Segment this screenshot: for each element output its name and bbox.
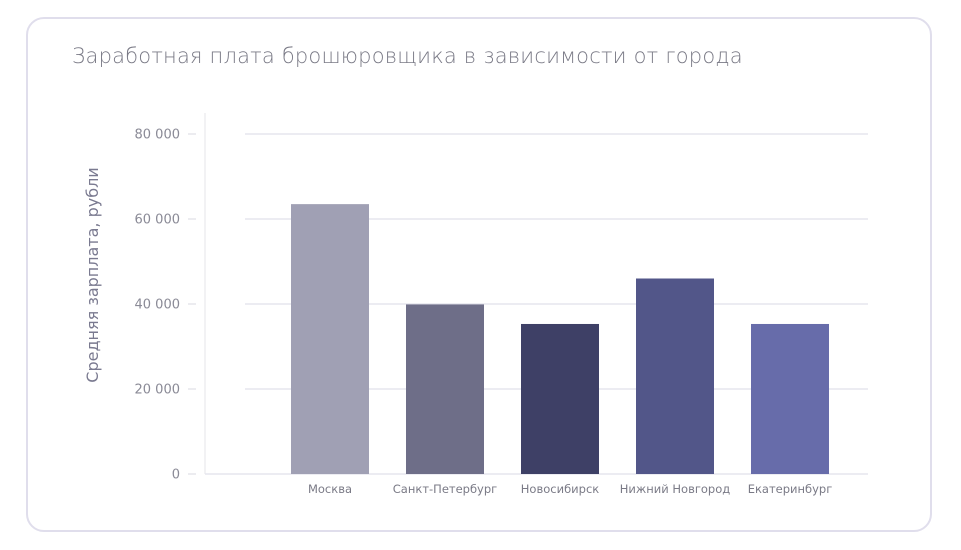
y-tick-label: 60 000: [135, 213, 181, 228]
x-category-label: Новосибирск: [521, 482, 599, 496]
bar-5: [751, 323, 829, 474]
y-tick-label: 0: [172, 468, 180, 483]
x-category-label: Санкт-Петербург: [393, 482, 497, 496]
bar-3: [521, 323, 599, 474]
y-tick-label: 40 000: [135, 298, 181, 313]
y-tick-label: 20 000: [135, 383, 181, 398]
bar-4: [636, 278, 714, 474]
y-tick-label: 80 000: [135, 128, 181, 143]
x-category-label: Екатеринбург: [748, 482, 833, 496]
x-category-label: Москва: [308, 482, 352, 496]
chart-card: [26, 17, 932, 532]
chart-title: Заработная плата брошюровщика в зависимо…: [72, 44, 743, 68]
x-category-label: Нижний Новгород: [620, 482, 730, 496]
bar-1: [291, 204, 369, 474]
bar-2: [406, 304, 484, 474]
y-axis-label: Средняя зарплата, рубли: [83, 167, 102, 382]
